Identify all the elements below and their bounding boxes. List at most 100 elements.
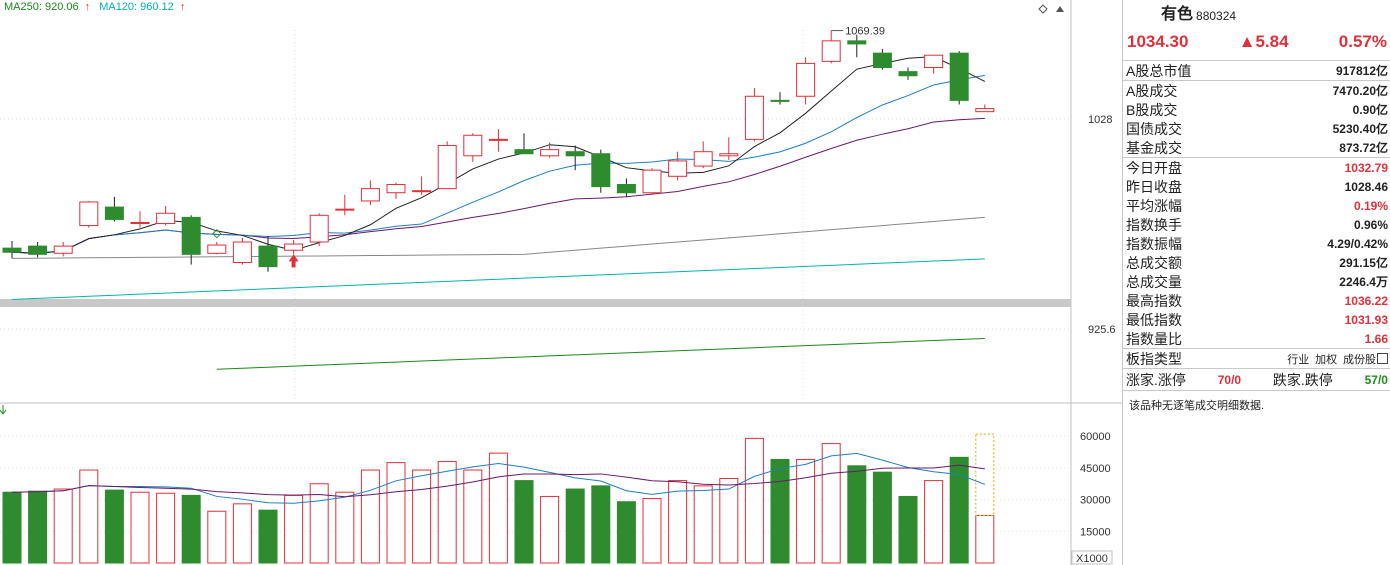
candle-body: [309, 214, 329, 243]
price-tick-label: 925.6: [1088, 324, 1116, 336]
volume-bar: [156, 492, 176, 564]
tag-weighted[interactable]: 加权: [1315, 354, 1338, 366]
candle-body: [386, 184, 406, 194]
stat-row: A股总市值 917812亿: [1123, 61, 1390, 80]
price-tick-label: 1028: [1088, 114, 1112, 126]
ma10-line: [11, 74, 985, 254]
index-type-row: 板指类型 行业 加权 成份股: [1123, 349, 1390, 369]
volume-bar: [437, 461, 457, 564]
kline-chart[interactable]: 1028 925.6 60000 45000 30000 15000 X1000 1069.3…: [0, 0, 1122, 565]
volume-bar: [463, 469, 483, 564]
volume-bar: [104, 489, 124, 564]
volume-bar: [821, 443, 841, 564]
volume-unit-box: [1071, 550, 1113, 565]
candle-body: [796, 62, 816, 97]
volume-bar: [668, 480, 688, 564]
candle-body: [847, 40, 867, 45]
candle-body: [360, 188, 380, 202]
scroll-bar: [0, 299, 1071, 307]
candle-body: [232, 241, 252, 264]
volume-bar: [412, 469, 432, 564]
advance-decline-row: 涨家.涨停 70/0 跌家.跌停 57/0: [1123, 369, 1390, 391]
volume-tick-label: 60000: [1080, 431, 1111, 443]
stats-turnover: A股成交 7470.20亿 B股成交 0.90亿 国债成交 5230.40亿 基金成交 873…: [1123, 81, 1390, 158]
ma250-line: [216, 337, 985, 370]
candle-body: [79, 201, 99, 227]
high-price-annotation: 1069.39: [845, 26, 885, 38]
candle-body: [104, 206, 124, 220]
stat-label: 基金成交: [1126, 139, 1182, 156]
stat-value: 1036.22: [1344, 293, 1388, 308]
stat-label: 指数振幅: [1126, 235, 1182, 252]
volume-bar: [693, 485, 713, 564]
constituents-icon[interactable]: [1377, 353, 1388, 364]
stat-row: 指数量比 1.66: [1123, 329, 1390, 348]
stats-index: 今日开盘 1032.79 昨日收盘 1028.46 平均涨幅 0.19% 指数换手 0.96%…: [1123, 158, 1390, 349]
index-type-tags: 行业 加权 成份股: [1285, 350, 1388, 367]
stat-row: 基金成交 873.72亿: [1123, 138, 1390, 157]
volume-unit-label: X1000: [1076, 553, 1108, 565]
decline-value: 57/0: [1364, 372, 1388, 387]
volume-bar: [872, 471, 892, 564]
candle-body: [924, 54, 944, 69]
volume-bar: [2, 491, 22, 564]
panel-title: 有色 880324: [1123, 0, 1390, 24]
volume-bar: [565, 488, 585, 564]
stat-row: 指数振幅 4.29/0.42%: [1123, 234, 1390, 253]
stat-label: 国债成交: [1126, 120, 1182, 137]
stat-row: 最高指数 1036.22: [1123, 291, 1390, 310]
diamond-icon: [1038, 4, 1048, 14]
stat-row: 最低指数 1031.93: [1123, 310, 1390, 329]
volume-tick-label: 30000: [1080, 495, 1111, 507]
candle-body: [28, 245, 48, 255]
stat-value: 291.15亿: [1339, 256, 1388, 270]
advance-value: 70/0: [1217, 372, 1242, 387]
candle-body: [514, 149, 534, 155]
volume-bar: [284, 494, 304, 564]
chart-area[interactable]: 1028 925.6 60000 45000 30000 15000 X1000 1069.3…: [0, 0, 1122, 565]
volume-bar: [642, 498, 662, 564]
candle-body: [412, 190, 432, 193]
quote-panel: 有色 880324 1034.30 ▲5.84 0.57% A股总市值 91781…: [1122, 0, 1390, 565]
stat-value: 0.19%: [1353, 198, 1388, 213]
index-type-label: 板指类型: [1126, 350, 1182, 367]
stat-value: 1032.79: [1344, 160, 1388, 175]
stat-row: 总成交额 291.15亿: [1123, 253, 1390, 272]
volume-bar: [53, 488, 73, 564]
volume-arrow-icon: [0, 405, 7, 415]
stat-label: 指数换手: [1126, 216, 1182, 233]
stat-value: 1.66: [1364, 331, 1388, 346]
candle-body: [284, 243, 304, 251]
stat-value: 917812亿: [1335, 64, 1388, 78]
sell-diamond-icon: [212, 228, 222, 239]
stat-label: A股成交: [1126, 82, 1178, 99]
volume-bar: [949, 456, 969, 564]
candle-body: [437, 145, 457, 190]
volume-bar: [181, 494, 201, 564]
volume-bar: [847, 465, 867, 564]
candle-body: [821, 40, 841, 62]
stat-value: 0.90亿: [1352, 103, 1388, 117]
advance-label: 涨家.涨停: [1126, 371, 1186, 388]
candle-body: [616, 184, 636, 194]
stat-label: 昨日收盘: [1126, 178, 1182, 195]
volume-bar: [591, 485, 611, 564]
stats-market-cap: A股总市值 917812亿: [1123, 61, 1390, 81]
volume-bar: [719, 477, 739, 564]
candle-body: [53, 245, 73, 254]
stat-value: 5230.40亿: [1332, 122, 1388, 136]
candle-body: [463, 134, 483, 157]
stat-row: 昨日收盘 1028.46: [1123, 177, 1390, 196]
stat-label: 最低指数: [1126, 311, 1182, 328]
stat-value: 2246.4万: [1339, 275, 1388, 289]
candle-body: [565, 151, 585, 157]
tag-industry[interactable]: 行业: [1287, 354, 1310, 366]
stat-label: 指数量比: [1126, 330, 1182, 347]
stat-label: B股成交: [1126, 101, 1178, 118]
candle-body: [668, 160, 688, 177]
stat-label: 总成交量: [1126, 273, 1182, 290]
candle-body: [258, 245, 278, 268]
volume-tick-label: 45000: [1080, 463, 1111, 475]
tag-constituents[interactable]: 成份股: [1343, 354, 1376, 366]
stat-value: 0.96%: [1353, 217, 1388, 232]
